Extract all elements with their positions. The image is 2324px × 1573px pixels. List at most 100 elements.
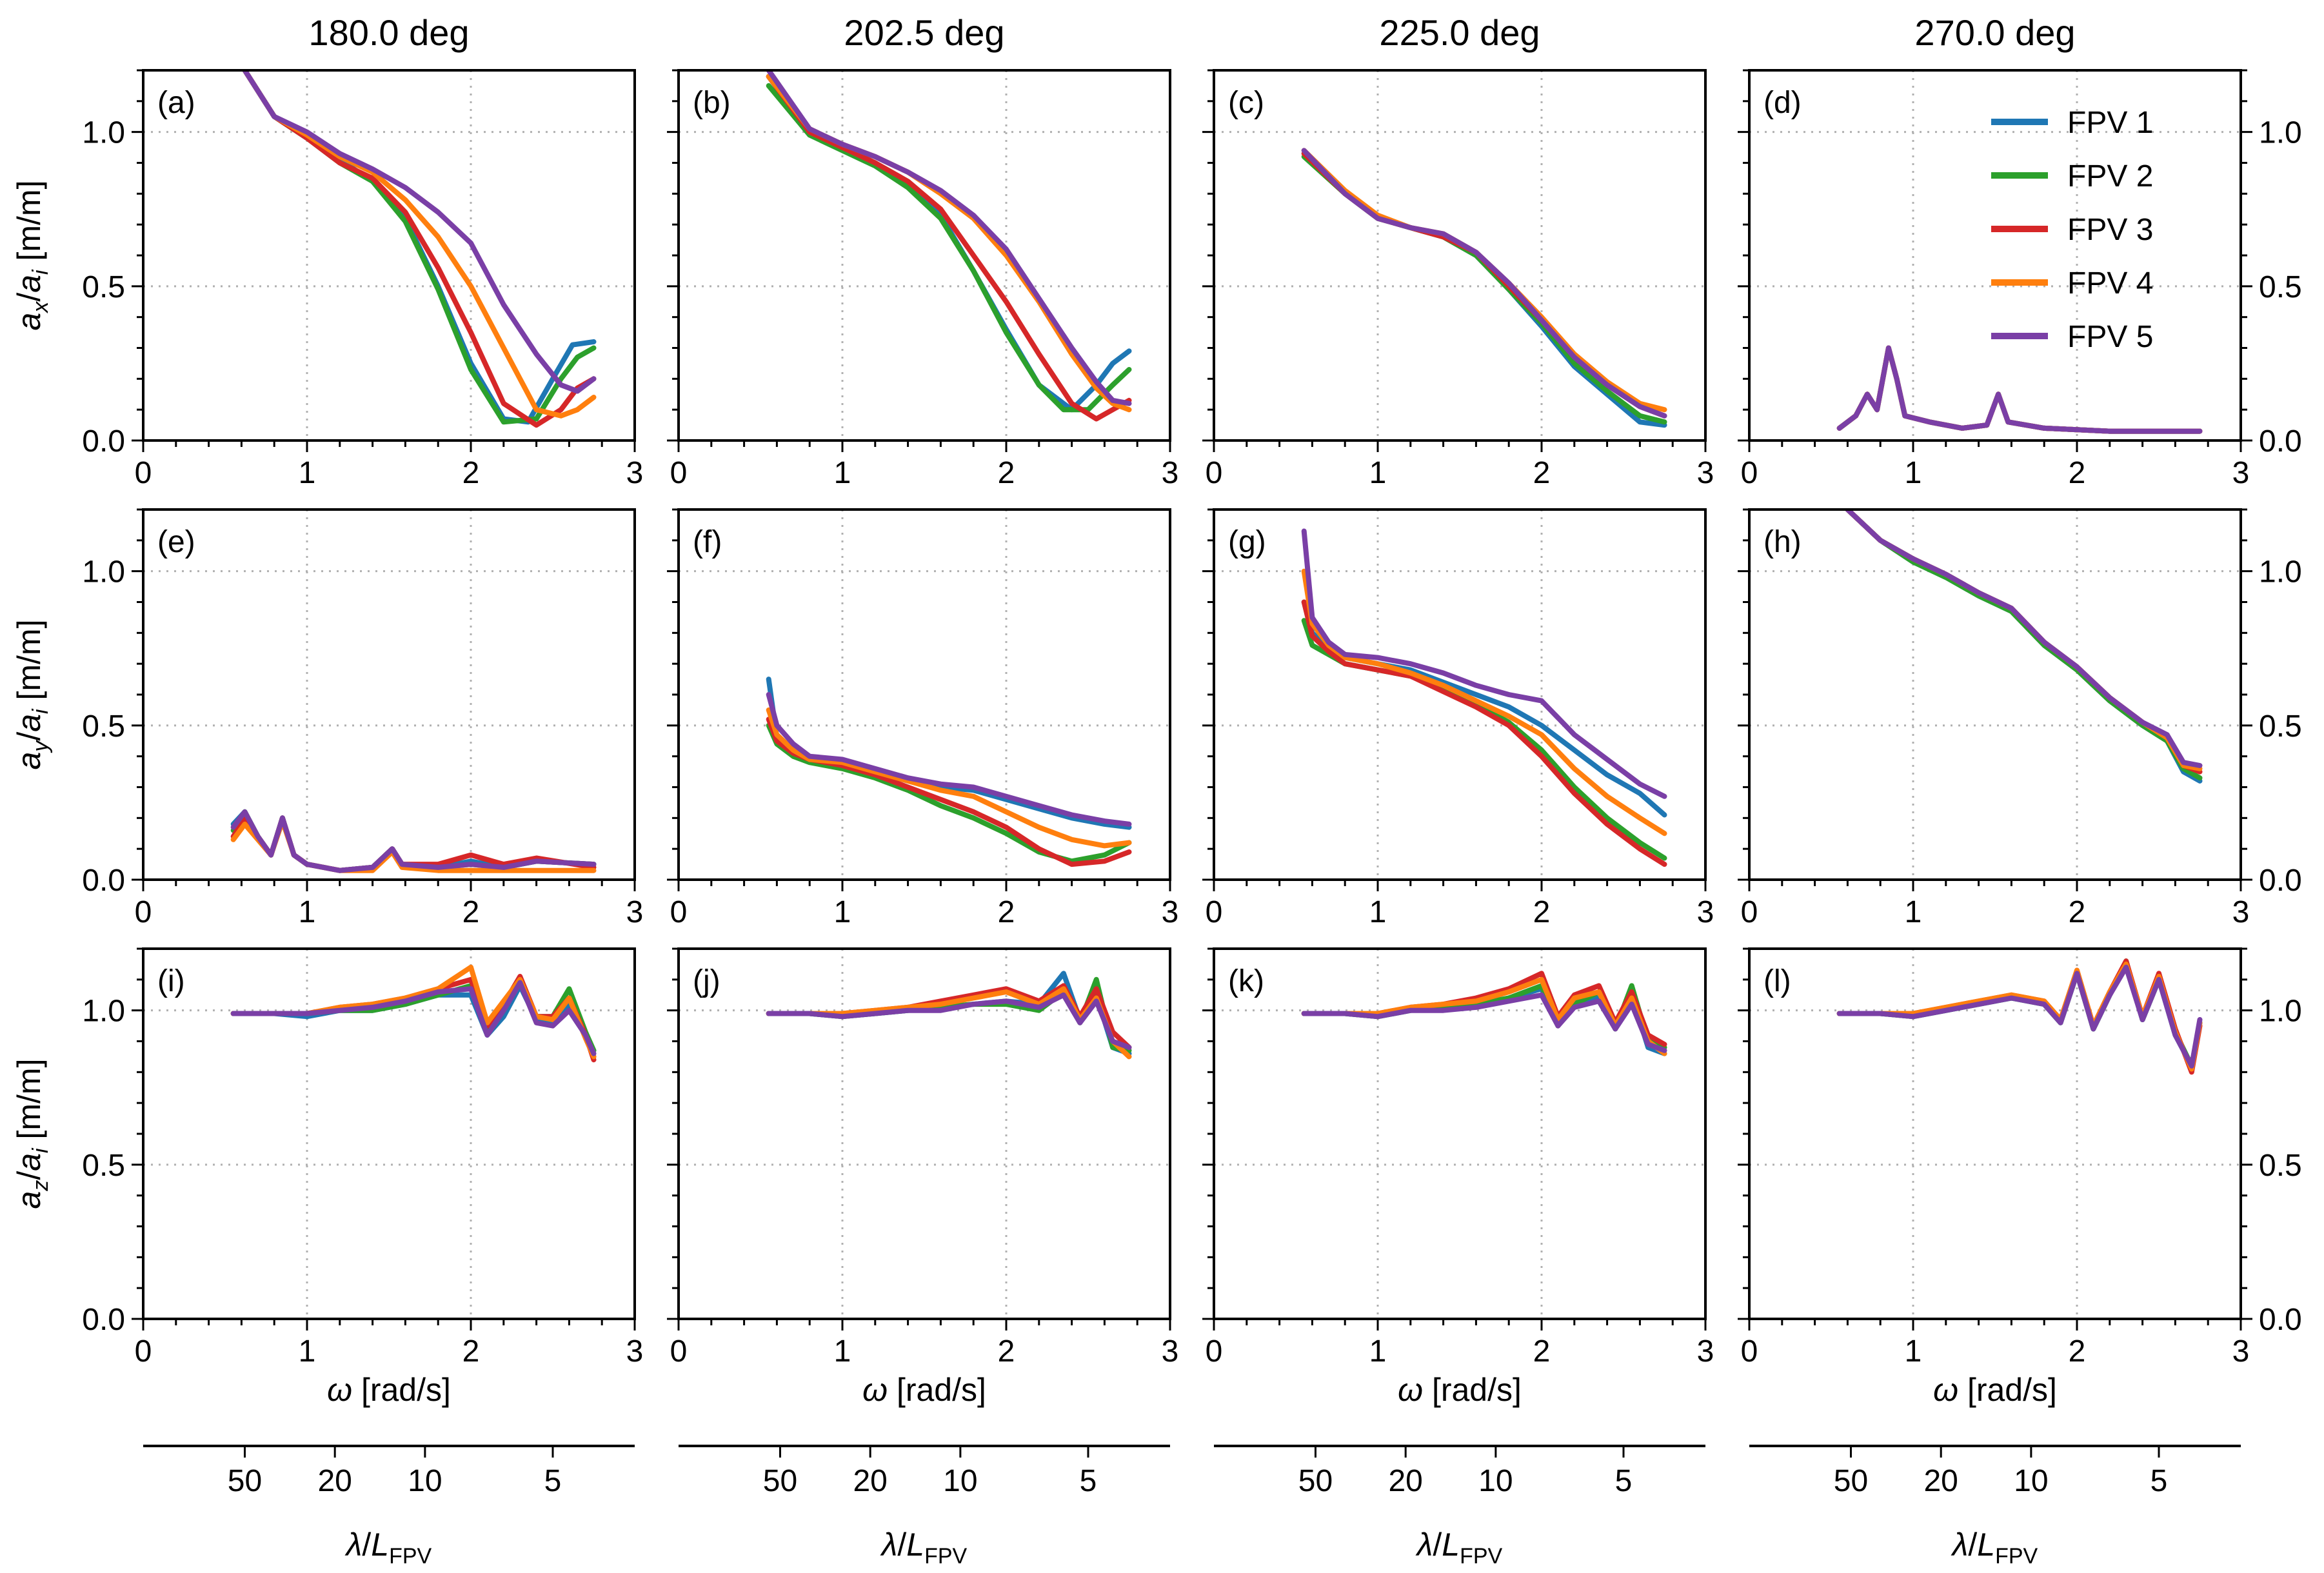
row-ylabel-part: a [11, 1191, 47, 1209]
secondary-tick-label: 5 [1080, 1464, 1097, 1498]
x-tick-label: 2 [2069, 895, 2086, 929]
legend: FPV 1 FPV 2 FPV 3 FPV 4 FPV 5 [1991, 106, 2153, 354]
x-tick-label: 3 [1162, 895, 1179, 929]
x-tick-label: 3 [626, 456, 644, 490]
axes-frame [1213, 69, 1707, 442]
row-ylabel-part: i [28, 269, 53, 275]
secondary-tick-label: 20 [853, 1464, 887, 1498]
x-tick-label: 3 [626, 895, 644, 929]
series-line-fpv-5 [1301, 992, 1667, 1053]
series-line-fpv-5 [1836, 964, 2203, 1069]
x-tick-label: 3 [1162, 1334, 1179, 1369]
secondary-tick-label: 10 [1478, 1464, 1513, 1498]
legend-label: FPV 5 [2067, 320, 2153, 354]
axes-frame [1748, 69, 2242, 442]
xlabel-units: [rad/s] [888, 1372, 986, 1408]
legend-label: FPV 4 [2067, 266, 2153, 301]
series-line-fpv-5 [230, 980, 597, 1056]
secondary-tick-label: 50 [1834, 1464, 1868, 1498]
x-tick-label: 1 [1905, 1334, 1922, 1369]
secondary-xlabel-sub: FPV [1995, 1544, 2038, 1568]
x-tick-label: 3 [2232, 1334, 2250, 1369]
xlabel-symbol: ω [1398, 1372, 1423, 1408]
secondary-xlabel-symbol: λ [344, 1527, 363, 1563]
x-tick-label: 0 [1741, 895, 1758, 929]
y-tick-label: 0.5 [82, 709, 125, 744]
row-ylabel: ax/ai [m/m] [11, 181, 53, 331]
y-right-tick-label: 0.0 [2259, 424, 2302, 459]
secondary-xlabel: λ/LFPV [880, 1527, 968, 1568]
column-title: 270.0 deg [1914, 12, 2075, 53]
x-tick-label: 0 [1741, 1334, 1758, 1369]
row-ylabel: ay/ai [m/m] [11, 620, 53, 770]
panel-letter: (i) [157, 964, 185, 998]
series-line-fpv-3 [1301, 599, 1667, 867]
secondary-xlabel: λ/LFPV [1951, 1527, 2038, 1568]
row-ylabel-part: a [11, 714, 47, 732]
y-right-tick-label: 0.5 [2259, 709, 2302, 744]
panel-letter: (j) [693, 964, 720, 998]
series-line-fpv-5 [1836, 345, 2203, 434]
row-ylabel-part: a [11, 313, 47, 331]
xlabel: ω [rad/s] [862, 1372, 986, 1408]
series-line-fpv-5 [242, 70, 597, 394]
panel: 0 1 2 3 (g) [1202, 508, 1714, 929]
x-tick-label: 0 [1206, 895, 1223, 929]
x-tick-label: 3 [1697, 1334, 1714, 1369]
panel: 0 1 2 3 0.0 0.5 1.0 (d) [1738, 69, 2302, 490]
x-tick-label: 2 [1533, 1334, 1551, 1369]
y-tick-label: 0.0 [82, 1303, 125, 1337]
y-tick-label: 1.0 [82, 555, 125, 589]
x-tick-label: 2 [998, 456, 1015, 490]
y-right-tick-label: 0.5 [2259, 1149, 2302, 1183]
panel-letter: (g) [1228, 525, 1266, 559]
x-tick-label: 0 [670, 456, 688, 490]
secondary-tick-label: 10 [408, 1464, 442, 1498]
series-line-fpv-3 [1301, 151, 1667, 419]
secondary-tick-label: 20 [1923, 1464, 1958, 1498]
series-line-fpv-5 [1301, 148, 1667, 419]
legend-label: FPV 2 [2067, 159, 2153, 193]
xlabel: ω [rad/s] [1933, 1372, 2057, 1408]
xlabel-units: [rad/s] [352, 1372, 451, 1408]
row-ylabel-part: z [28, 1180, 53, 1192]
x-tick-label: 1 [834, 895, 851, 929]
xlabel-units: [rad/s] [1423, 1372, 1522, 1408]
secondary-tick-label: 5 [1615, 1464, 1633, 1498]
x-tick-label: 2 [2069, 456, 2086, 490]
x-tick-label: 1 [1905, 895, 1922, 929]
legend-label: FPV 3 [2067, 213, 2153, 247]
panel: 0 1 2 3 0.0 0.5 1.0 (e) [82, 508, 644, 929]
x-tick-label: 0 [135, 1334, 152, 1369]
panel: 0 1 2 3 (k) [1202, 947, 1714, 1369]
x-tick-label: 0 [670, 895, 688, 929]
x-tick-label: 0 [135, 456, 152, 490]
x-tick-label: 3 [1162, 456, 1179, 490]
panel: 0 1 2 3 (j) [667, 947, 1179, 1369]
panel: 0 1 2 3 (c) [1202, 69, 1714, 490]
secondary-xlabel: λ/LFPV [1415, 1527, 1503, 1568]
y-right-tick-label: 0.0 [2259, 1303, 2302, 1337]
y-tick-label: 1.0 [82, 116, 125, 150]
x-tick-label: 2 [998, 895, 1015, 929]
row-ylabel-part: x [28, 301, 53, 314]
secondary-xlabel-slash: / [897, 1527, 906, 1563]
panel: 0 1 2 3 0.0 0.5 1.0 (l) [1738, 947, 2302, 1369]
secondary-tick-label: 10 [943, 1464, 977, 1498]
panel-letter: (d) [1763, 86, 1802, 120]
column-title: 202.5 deg [844, 12, 1004, 53]
y-tick-label: 0.5 [82, 270, 125, 304]
secondary-xlabel-L: L [1977, 1527, 1995, 1563]
row-ylabel-part: / [11, 1171, 47, 1180]
secondary-xlabel-sub: FPV [1460, 1544, 1502, 1568]
panel: 0 1 2 3 0.0 0.5 1.0 (a) [82, 69, 644, 490]
panel-letter: (a) [157, 86, 195, 120]
x-tick-label: 2 [462, 1334, 480, 1369]
panel: 0 1 2 3 0.0 0.5 1.0 (i) [82, 947, 643, 1369]
panel: 0 1 2 3 (b) [667, 69, 1179, 490]
secondary-tick-label: 5 [2150, 1464, 2168, 1498]
series-line-fpv-3 [242, 70, 597, 428]
x-tick-label: 3 [1697, 456, 1714, 490]
secondary-tick-label: 50 [1298, 1464, 1333, 1498]
